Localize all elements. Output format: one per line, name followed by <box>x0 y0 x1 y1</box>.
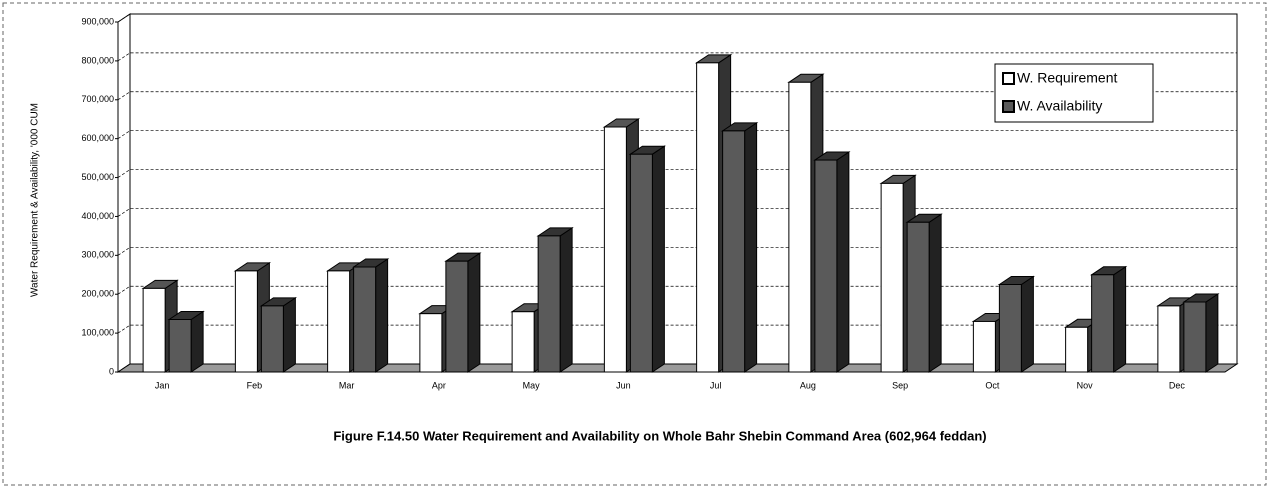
bar <box>722 130 746 373</box>
bar <box>814 159 838 373</box>
grid-line <box>117 130 1237 139</box>
y-tick-label: 800,000 <box>81 55 114 65</box>
legend-swatch <box>1002 100 1015 113</box>
y-tick-label: 700,000 <box>81 94 114 104</box>
y-tick-label: 0 <box>109 366 114 376</box>
bar-side <box>190 310 204 373</box>
bar <box>1157 305 1181 373</box>
bar-side <box>651 145 665 373</box>
grid-line <box>117 324 1237 334</box>
bar <box>696 62 720 373</box>
bar <box>906 221 930 373</box>
bar <box>234 270 258 373</box>
legend-label: W. Requirement <box>1017 70 1117 86</box>
bar-side <box>928 213 942 373</box>
x-tick-label: Jun <box>616 380 631 390</box>
x-tick-label: Dec <box>1169 380 1186 390</box>
grid-line <box>117 363 1237 373</box>
bar <box>511 311 535 373</box>
grid-line <box>117 169 1237 178</box>
bar <box>788 81 812 373</box>
legend-box <box>994 63 1154 123</box>
bar <box>603 126 627 373</box>
bar <box>142 287 166 373</box>
x-tick-label: Oct <box>985 380 1000 390</box>
bar-side <box>744 121 758 373</box>
x-tick-label: Apr <box>432 380 446 390</box>
grid-line <box>117 13 1237 23</box>
bar <box>1183 301 1207 373</box>
bar-side <box>1020 275 1034 373</box>
bar-side <box>836 151 850 373</box>
y-tick-label: 100,000 <box>81 327 114 337</box>
x-tick-label: Sep <box>892 380 908 390</box>
bar-side <box>375 258 389 373</box>
bar <box>537 235 561 373</box>
x-tick-label: May <box>523 380 541 390</box>
side-wall <box>117 13 131 373</box>
chart-title: Figure F.14.50 Water Requirement and Ava… <box>333 428 986 443</box>
y-tick-label: 600,000 <box>81 133 114 143</box>
y-tick-label: 500,000 <box>81 172 114 182</box>
bar <box>1091 274 1115 373</box>
legend-swatch <box>1002 72 1015 85</box>
bar <box>972 320 996 373</box>
bar <box>1065 326 1089 373</box>
y-tick-label: 300,000 <box>81 250 114 260</box>
grid-line <box>117 52 1237 62</box>
grid-line <box>117 91 1237 101</box>
bar-side <box>467 252 481 373</box>
bar <box>260 305 284 373</box>
bar-side <box>282 296 296 373</box>
bar <box>419 313 443 373</box>
x-tick-label: Aug <box>800 380 816 390</box>
bar <box>445 260 469 373</box>
legend-label: W. Availability <box>1017 98 1102 114</box>
grid-line <box>117 246 1237 256</box>
bar-side <box>559 226 573 373</box>
x-tick-label: Jan <box>155 380 170 390</box>
x-tick-label: Jul <box>710 380 722 390</box>
bar <box>629 153 653 373</box>
grid-line <box>117 285 1237 295</box>
bar <box>880 182 904 373</box>
bar <box>327 270 351 373</box>
x-tick-label: Nov <box>1077 380 1094 390</box>
bar-side <box>1113 265 1127 373</box>
y-tick-label: 900,000 <box>81 16 114 26</box>
y-tick-label: 200,000 <box>81 289 114 299</box>
bar-side <box>1205 293 1219 373</box>
bar <box>353 266 377 373</box>
bar <box>998 284 1022 373</box>
x-tick-label: Mar <box>339 380 355 390</box>
x-tick-label: Feb <box>247 380 263 390</box>
y-tick-label: 400,000 <box>81 211 114 221</box>
bar <box>168 319 192 373</box>
grid-line <box>117 208 1237 217</box>
y-axis-label: Water Requirement & Availability, '000 C… <box>30 103 41 297</box>
